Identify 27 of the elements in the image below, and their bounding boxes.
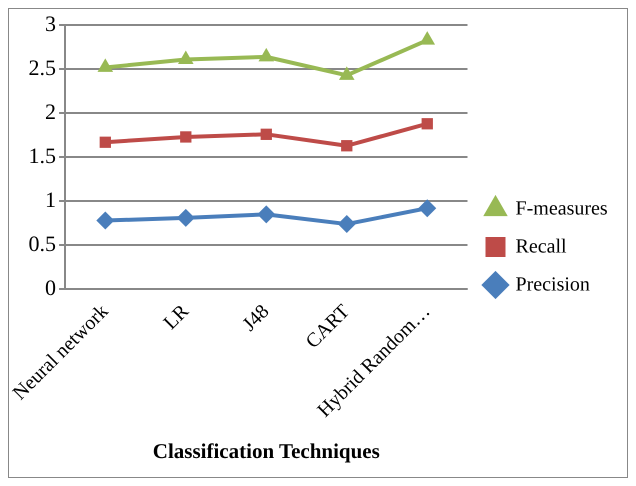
legend-label: Precision — [516, 273, 590, 296]
y-tick-label: 1 — [45, 186, 56, 212]
y-tick-label: 0.5 — [28, 230, 56, 256]
point — [98, 58, 114, 72]
legend-label: F-measures — [516, 197, 608, 220]
y-tick-label: 1.5 — [28, 142, 56, 168]
point — [258, 48, 274, 62]
point — [96, 212, 114, 230]
y-tick-label: 0 — [45, 274, 56, 300]
point — [176, 208, 195, 227]
y-tick-label: 3 — [45, 10, 56, 36]
point — [180, 131, 192, 143]
point — [418, 199, 436, 218]
x-tick-label: J48 — [238, 300, 274, 336]
point — [178, 50, 194, 64]
x-tick-label: LR — [159, 300, 194, 334]
y-tick-label: 2.5 — [28, 54, 56, 80]
legend-label: Recall — [516, 235, 568, 258]
y-tick-label: 2 — [45, 98, 56, 124]
point — [422, 118, 433, 130]
point — [260, 128, 272, 140]
point — [341, 140, 352, 152]
point — [338, 215, 356, 234]
point — [338, 66, 355, 80]
point — [100, 136, 111, 148]
point — [257, 205, 276, 224]
x-axis-title: Classification Techniques — [152, 438, 380, 463]
